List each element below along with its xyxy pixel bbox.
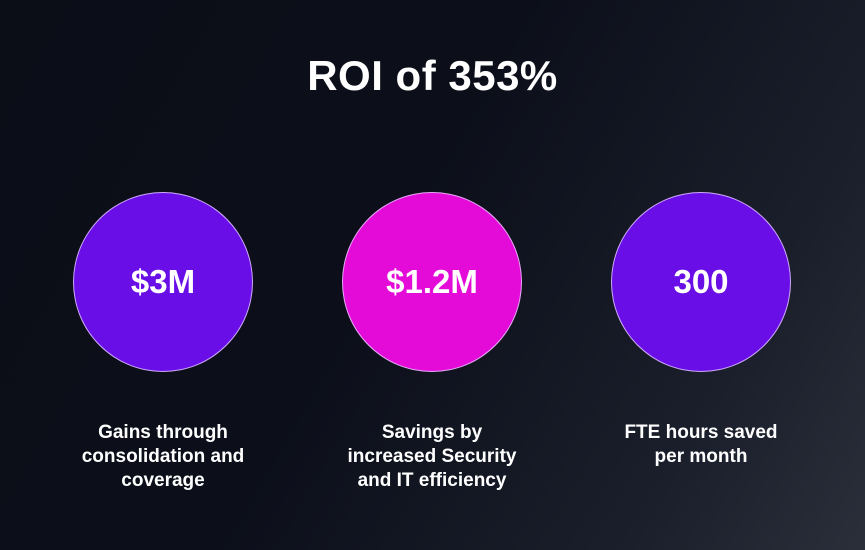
stat-label-savings: Savings by increased Security and IT eff… [322,421,542,493]
label-line: and IT efficiency [357,470,507,491]
label-line: increased Security [347,446,517,467]
label-line: Gains through [98,422,228,443]
label-line: Savings by [381,422,483,443]
stat-circle-fte-hours: 300 [611,192,791,372]
page-title: ROI of 353% [307,52,558,99]
stat-circle-savings: $1.2M [342,192,522,372]
label-line: consolidation and [81,446,245,467]
label-line: FTE hours saved [624,422,778,443]
stat-circle-gains: $3M [73,192,253,372]
stat-label-gains: Gains through consolidation and coverage [53,421,273,493]
stat-label-fte-hours: FTE hours saved per month [591,421,811,469]
label-line: per month [654,446,748,467]
label-line: coverage [121,470,205,491]
